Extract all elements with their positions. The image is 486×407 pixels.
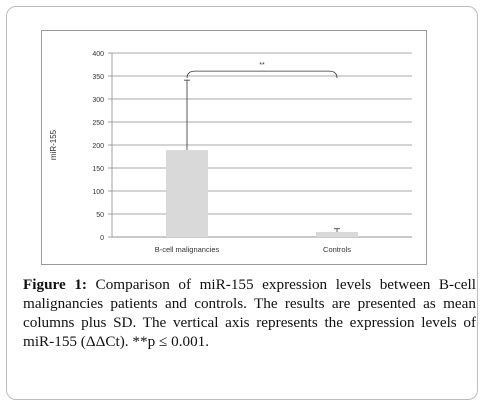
caption-label: Figure 1: — [23, 276, 87, 293]
figure-frame: 0 50 100 150 200 250 300 350 400 miR-155 B-cell ma… — [6, 6, 478, 400]
y-tick-label: 350 — [92, 74, 104, 81]
y-tick-label: 300 — [92, 97, 104, 104]
y-tick-label: 250 — [92, 120, 104, 127]
y-tick-label: 100 — [92, 189, 104, 196]
figure-caption: Figure 1: Comparison of miR-155 expressi… — [23, 275, 476, 351]
significance-bracket — [186, 70, 338, 79]
x-tick-label: B-cell malignancies — [155, 245, 220, 254]
significance-annotation: ** — [259, 62, 265, 69]
bar-chart: 0 50 100 150 200 250 300 350 400 miR-155 B-cell ma… — [49, 51, 412, 254]
y-tick-label: 0 — [100, 235, 104, 242]
bar — [166, 150, 208, 237]
y-tick-label: 400 — [92, 51, 104, 58]
y-tick-label: 150 — [92, 166, 104, 173]
y-tick-label: 50 — [96, 212, 104, 219]
y-axis-label: miR-155 — [49, 129, 58, 160]
y-tick-label: 200 — [92, 143, 104, 150]
x-tick-label: Controls — [323, 245, 351, 254]
bar — [316, 231, 358, 237]
chart-area: 0 50 100 150 200 250 300 350 400 miR-155 B-cell ma… — [41, 30, 427, 265]
caption-text: Comparison of miR-155 expression levels … — [23, 276, 476, 350]
